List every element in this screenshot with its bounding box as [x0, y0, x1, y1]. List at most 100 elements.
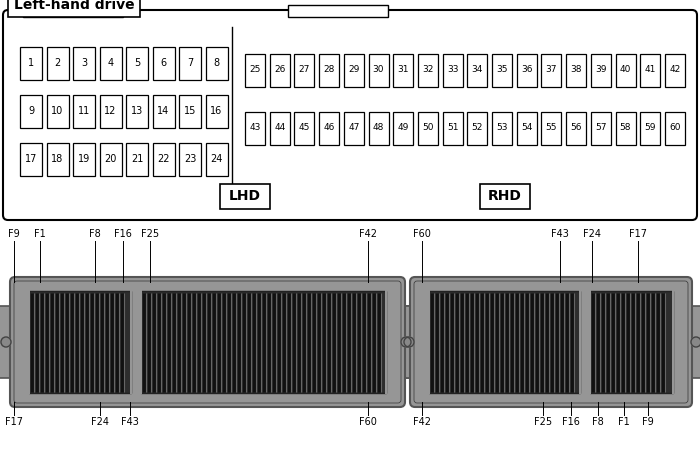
Text: 42: 42 [669, 65, 680, 74]
Text: F60: F60 [413, 229, 431, 239]
Bar [580, 290, 581, 394]
Text: F8: F8 [89, 229, 101, 239]
Text: 5: 5 [134, 58, 140, 68]
Bar [428, 290, 430, 394]
Text: 14: 14 [158, 106, 169, 116]
Text: F17: F17 [5, 417, 23, 427]
Bar [206, 47, 228, 80]
Bar [29, 291, 131, 393]
Bar [23, 5, 123, 17]
Bar [517, 112, 537, 144]
Bar [468, 112, 487, 144]
Bar [126, 47, 148, 80]
Text: 23: 23 [184, 154, 196, 164]
Text: F43: F43 [551, 229, 569, 239]
Text: 33: 33 [447, 65, 459, 74]
Text: 21: 21 [131, 154, 144, 164]
Bar [206, 95, 228, 128]
Text: Left-hand drive: Left-hand drive [14, 0, 134, 12]
Bar [20, 143, 42, 175]
Bar [46, 95, 69, 128]
Text: 59: 59 [645, 123, 656, 133]
Text: 46: 46 [323, 123, 335, 133]
Text: 1: 1 [28, 58, 34, 68]
Text: 40: 40 [620, 65, 631, 74]
Text: 12: 12 [104, 106, 117, 116]
Bar [590, 291, 673, 393]
Text: F1: F1 [618, 417, 630, 427]
Bar [393, 53, 413, 86]
Bar [541, 53, 561, 86]
Bar [130, 290, 132, 394]
Bar [295, 112, 314, 144]
Text: F25: F25 [534, 417, 552, 427]
Bar [517, 53, 537, 86]
Bar [672, 290, 674, 394]
Text: 24: 24 [210, 154, 223, 164]
Bar [442, 112, 463, 144]
Bar [344, 53, 364, 86]
Bar [418, 53, 438, 86]
Text: 57: 57 [595, 123, 606, 133]
FancyBboxPatch shape [480, 184, 530, 209]
Circle shape [1, 337, 11, 347]
FancyBboxPatch shape [220, 184, 270, 209]
Text: 2: 2 [55, 58, 61, 68]
Bar [46, 143, 69, 175]
Text: 18: 18 [51, 154, 64, 164]
Text: 13: 13 [131, 106, 143, 116]
Text: 43: 43 [249, 123, 260, 133]
Bar [245, 53, 265, 86]
Text: F42: F42 [413, 417, 431, 427]
Bar [492, 112, 512, 144]
Text: 55: 55 [546, 123, 557, 133]
Bar [368, 112, 388, 144]
Bar [270, 53, 290, 86]
Text: 20: 20 [104, 154, 117, 164]
Text: F1: F1 [34, 229, 46, 239]
Text: 35: 35 [496, 65, 507, 74]
Bar [141, 291, 386, 393]
Circle shape [404, 337, 414, 347]
Bar [179, 47, 201, 80]
FancyBboxPatch shape [8, 0, 140, 17]
Bar [541, 112, 561, 144]
Bar [20, 95, 42, 128]
Bar [665, 53, 685, 86]
FancyBboxPatch shape [395, 306, 423, 378]
Bar [319, 112, 339, 144]
Bar [344, 112, 364, 144]
Bar [73, 95, 95, 128]
Text: 30: 30 [372, 65, 384, 74]
Bar [73, 143, 95, 175]
Text: 41: 41 [645, 65, 656, 74]
Bar [270, 112, 290, 144]
Bar [153, 95, 174, 128]
FancyBboxPatch shape [392, 306, 420, 378]
Bar [126, 143, 148, 175]
Bar [179, 95, 201, 128]
Text: 36: 36 [521, 65, 533, 74]
FancyBboxPatch shape [0, 306, 20, 378]
Bar [589, 290, 591, 394]
Text: 22: 22 [158, 154, 169, 164]
Text: 17: 17 [25, 154, 37, 164]
Bar [99, 95, 122, 128]
Text: 47: 47 [348, 123, 360, 133]
Text: 25: 25 [249, 65, 260, 74]
Bar [492, 53, 512, 86]
Text: 16: 16 [211, 106, 223, 116]
Text: 48: 48 [373, 123, 384, 133]
Text: 37: 37 [546, 65, 557, 74]
Bar [368, 53, 388, 86]
Text: 38: 38 [570, 65, 582, 74]
Text: 39: 39 [595, 65, 606, 74]
Text: 29: 29 [348, 65, 360, 74]
Text: 58: 58 [620, 123, 631, 133]
Bar [385, 290, 387, 394]
Circle shape [401, 337, 411, 347]
FancyBboxPatch shape [682, 306, 700, 378]
Text: 50: 50 [422, 123, 433, 133]
Text: 7: 7 [187, 58, 193, 68]
Circle shape [691, 337, 700, 347]
